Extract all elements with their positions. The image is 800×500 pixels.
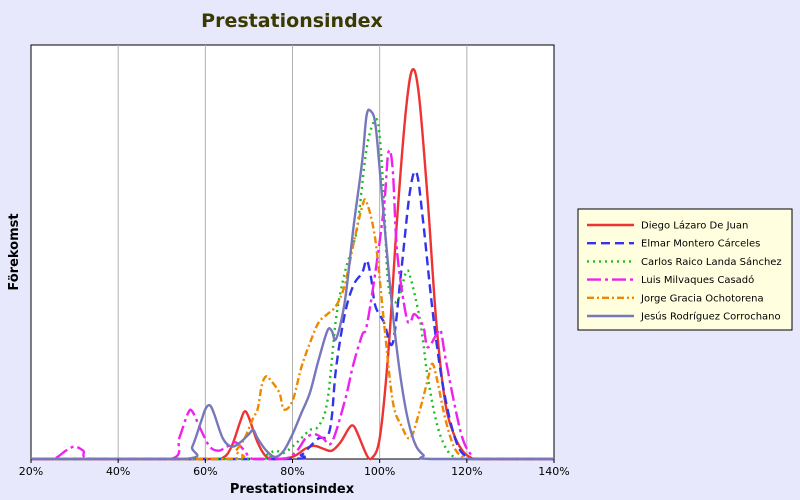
x-tick-label: 100%	[364, 465, 395, 478]
x-tick-label: 20%	[19, 465, 43, 478]
legend-label: Elmar Montero Cárceles	[641, 238, 760, 250]
x-tick-label: 60%	[193, 465, 217, 478]
series-line	[31, 108, 554, 461]
x-axis-ticks: 20% 40% 60% 80% 100% 120% 140%	[19, 459, 570, 478]
series-group	[31, 68, 554, 461]
legend-label: Diego Lázaro De Juan	[641, 220, 748, 232]
legend-entries: Diego Lázaro De Juan Elmar Montero Cárcel…	[587, 220, 782, 323]
legend: Diego Lázaro De Juan Elmar Montero Cárcel…	[577, 208, 793, 331]
chart-title: Prestationsindex	[201, 10, 383, 32]
grid	[117, 45, 468, 459]
legend-label: Carlos Raico Landa Sánchez	[641, 256, 782, 268]
series-line	[31, 198, 554, 461]
legend-box	[577, 208, 793, 331]
x-tick-label: 80%	[280, 465, 304, 478]
legend-label: Luis Milvaques Casadó	[641, 274, 754, 286]
y-axis-label: Förekomst	[7, 213, 22, 290]
series-line	[31, 170, 554, 461]
series-line	[31, 68, 554, 461]
legend-label: Jesús Rodríguez Corrochano	[640, 311, 781, 323]
x-tick-label: 120%	[451, 465, 482, 478]
series-line	[31, 149, 554, 461]
legend-label: Jorge Gracia Ochotorena	[640, 293, 764, 304]
x-axis-label: Prestationsindex	[230, 482, 355, 497]
x-tick-label: 140%	[538, 465, 569, 478]
x-tick-label: 40%	[106, 465, 130, 478]
